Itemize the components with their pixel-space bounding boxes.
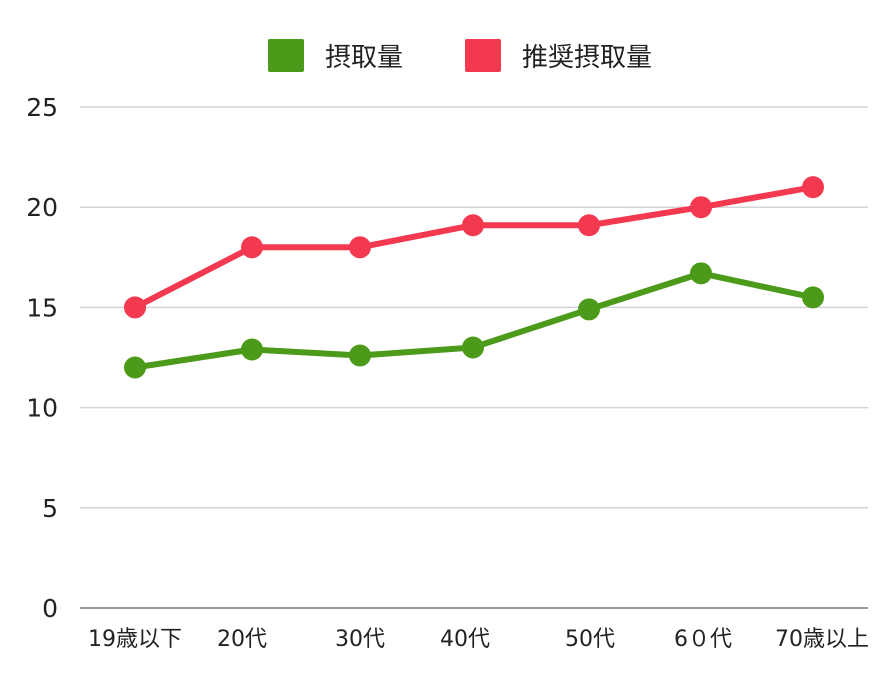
data-point: [349, 344, 371, 367]
data-point: [241, 338, 263, 361]
y-tick-label: 20: [26, 193, 58, 222]
data-point: [690, 196, 712, 219]
x-tick-label: 6０代: [674, 627, 732, 652]
data-point: [802, 176, 824, 199]
x-tick-label: 50代: [565, 627, 615, 652]
y-axis: 0 5 10 15 20 25: [26, 93, 58, 623]
x-tick-label: 20代: [217, 627, 267, 652]
legend-label: 摂取量: [325, 43, 403, 73]
x-tick-label: 19歳以下: [88, 627, 182, 652]
data-point: [462, 336, 484, 359]
data-point: [462, 214, 484, 237]
x-tick-label: 30代: [335, 627, 385, 652]
gridlines: [80, 106, 868, 609]
data-point: [241, 236, 263, 259]
x-axis: 19歳以下 20代 30代 40代 50代 6０代 70歳以上: [88, 627, 869, 652]
data-point: [124, 296, 146, 319]
legend-swatch: [465, 39, 501, 72]
legend-swatch: [268, 39, 304, 72]
y-tick-label: 0: [42, 594, 58, 623]
y-tick-label: 25: [26, 93, 58, 122]
legend: 摂取量 推奨摂取量: [268, 39, 652, 73]
y-tick-label: 15: [26, 293, 58, 322]
data-point: [578, 214, 600, 237]
x-tick-label: 40代: [440, 627, 490, 652]
x-tick-label: 70歳以上: [775, 627, 869, 652]
y-tick-label: 10: [26, 394, 58, 423]
data-point: [802, 286, 824, 309]
data-point: [349, 236, 371, 259]
data-point: [124, 356, 146, 379]
series-layer: [124, 176, 824, 379]
y-tick-label: 5: [42, 494, 58, 523]
legend-label: 推奨摂取量: [522, 43, 652, 73]
data-point: [690, 262, 712, 285]
data-point: [578, 298, 600, 321]
